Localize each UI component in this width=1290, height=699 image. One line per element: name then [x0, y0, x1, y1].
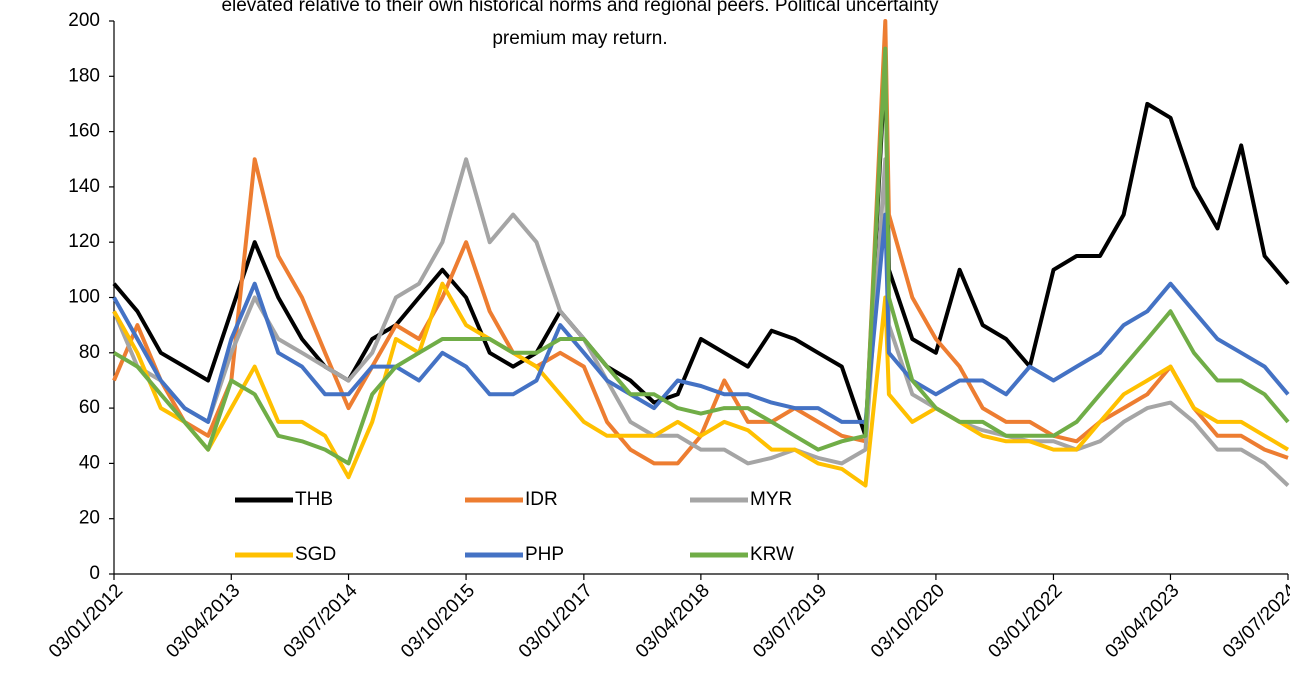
y-tick-label: 160 [68, 121, 100, 142]
y-tick-label: 60 [79, 397, 100, 418]
x-tick-label: 03/01/2012 [45, 580, 127, 662]
legend-label: THB [295, 489, 333, 510]
chart-title: elevated relative to their own historica… [221, 0, 939, 16]
legend-label: PHP [525, 544, 564, 565]
y-tick-label: 180 [68, 65, 100, 86]
y-tick-label: 40 [79, 452, 100, 473]
series-line [112, 157, 1290, 487]
y-tick-label: 200 [68, 10, 100, 31]
y-tick-label: 100 [68, 287, 100, 308]
series-line [112, 212, 1290, 424]
x-tick-label: 03/01/2022 [984, 580, 1066, 662]
series-line [112, 46, 1290, 466]
x-tick-label: 03/10/2015 [397, 580, 479, 662]
x-tick-label: 03/04/2023 [1101, 580, 1183, 662]
series-line [112, 60, 1290, 438]
legend-label: SGD [295, 544, 336, 565]
legend-label: KRW [750, 544, 794, 565]
x-tick-label: 03/04/2018 [632, 580, 714, 662]
series-line [112, 19, 1289, 466]
x-tick-label: 03/10/2020 [867, 580, 949, 662]
chart-title: premium may return. [492, 28, 667, 49]
y-tick-label: 80 [79, 342, 100, 363]
y-tick-label: 0 [89, 563, 100, 584]
legend-label: MYR [750, 489, 792, 510]
series-line [112, 281, 1290, 488]
x-tick-label: 03/01/2017 [515, 580, 597, 662]
legend-label: IDR [525, 489, 558, 510]
y-tick-label: 140 [68, 176, 100, 197]
x-tick-label: 03/07/2014 [280, 580, 362, 662]
x-tick-label: 03/04/2013 [162, 580, 244, 662]
x-tick-label: 03/07/2024 [1219, 580, 1290, 662]
y-tick-label: 120 [68, 231, 100, 252]
x-tick-label: 03/07/2019 [749, 580, 831, 662]
y-tick-label: 20 [79, 508, 100, 529]
